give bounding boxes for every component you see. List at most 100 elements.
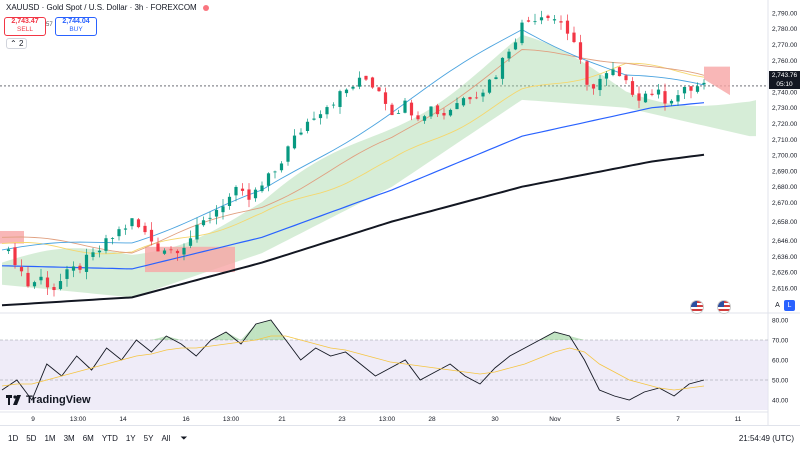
candle-body (299, 132, 303, 135)
candle-body (455, 103, 459, 110)
rsi-tick-label: 50.00 (772, 378, 789, 385)
indicators-toggle[interactable]: ⌃ 2 (6, 38, 28, 49)
log-scale-button[interactable]: L (784, 300, 795, 311)
candle-body (572, 32, 576, 43)
candle-body (383, 92, 388, 104)
candle-body (442, 112, 446, 116)
symbol-title[interactable]: XAUUSD · Gold Spot / U.S. Dollar · 3h · … (6, 3, 197, 12)
candle-body (45, 277, 50, 288)
candle-body (500, 57, 505, 79)
candle-body (318, 114, 323, 119)
candle-body (390, 104, 394, 116)
range-6m[interactable]: 6M (82, 433, 94, 443)
range-ytd[interactable]: YTD (101, 433, 118, 443)
candle-body (487, 79, 492, 93)
buy-button[interactable]: 2,744.04 BUY (55, 17, 97, 36)
candle-body (578, 42, 583, 60)
time-tick-label: 5 (616, 416, 620, 423)
price-tick-label: 2,636.00 (772, 254, 798, 261)
candle-body (123, 228, 128, 230)
candle-body (286, 146, 290, 162)
range-3m[interactable]: 3M (63, 433, 75, 443)
candle-body (494, 77, 498, 80)
time-tick-label: 16 (182, 416, 190, 423)
rsi-tick-label: 80.00 (772, 318, 789, 325)
ichimoku-cloud (2, 34, 756, 298)
sell-price: 2,743.47 (11, 18, 39, 25)
range-5d[interactable]: 5D (26, 433, 37, 443)
candle-body (104, 238, 108, 251)
candle-body (71, 266, 76, 271)
moving-average-line (1, 49, 705, 254)
range-all[interactable]: All (161, 433, 171, 443)
candle-body (78, 265, 82, 270)
time-tick-label: 13:00 (223, 416, 240, 423)
candle-body (513, 42, 518, 50)
candle-body (435, 105, 440, 115)
moving-average-line (1, 102, 705, 270)
price-tick-label: 2,760.00 (772, 58, 798, 65)
moving-average-line (1, 29, 705, 251)
time-tick-label: 13:00 (379, 416, 396, 423)
candle-body (19, 267, 24, 272)
time-tick-label: 9 (31, 416, 35, 423)
spread-value: 57 (46, 22, 53, 28)
candle-body (26, 272, 30, 287)
candle-body (546, 15, 550, 19)
candle-body (305, 121, 310, 132)
candle-body (396, 113, 401, 114)
candle-body (585, 61, 589, 85)
candle-body (559, 21, 563, 23)
rsi-tick-label: 70.00 (772, 338, 789, 345)
candle-body (669, 100, 674, 104)
candle-body (637, 93, 641, 101)
candle-body (630, 81, 635, 95)
price-tick-label: 2,790.00 (772, 10, 798, 17)
price-tick-label: 2,770.00 (772, 42, 798, 49)
range-1d[interactable]: 1D (8, 433, 19, 443)
rsi-overbought-fill (151, 336, 167, 340)
range-1m[interactable]: 1M (44, 433, 56, 443)
price-tick-label: 2,658.00 (772, 219, 798, 226)
candle-body (208, 217, 212, 219)
rsi-tick-label: 40.00 (772, 398, 789, 405)
candle-body (52, 287, 56, 291)
date-range-icon[interactable]: ⏷ (180, 432, 188, 443)
auto-scale-button[interactable]: A (775, 302, 780, 309)
bar-countdown: 05:10 (776, 81, 793, 88)
range-1y[interactable]: 1Y (125, 433, 136, 443)
us-flag-event-icon[interactable] (690, 300, 704, 314)
candle-body (136, 219, 141, 228)
rsi-line (1, 319, 705, 401)
rsi-tick-label: 60.00 (772, 358, 789, 365)
candle-body (663, 91, 667, 104)
candle-body (247, 189, 251, 200)
time-tick-label: 21 (278, 416, 286, 423)
candle-body (169, 249, 173, 251)
price-tick-label: 2,690.00 (772, 168, 798, 175)
sell-button[interactable]: 2,743.47 SELL (4, 17, 46, 36)
time-tick-label: 13:00 (70, 416, 87, 423)
rsi-overbought-fill (240, 324, 256, 340)
candle-body (474, 97, 479, 99)
price-tick-label: 2,740.00 (772, 89, 798, 96)
price-tick-label: 2,680.00 (772, 184, 798, 191)
candle-body (481, 92, 485, 97)
buy-label: BUY (69, 26, 83, 33)
time-tick-label: 14 (119, 416, 127, 423)
price-tick-label: 2,780.00 (772, 26, 798, 33)
time-tick-label: 30 (491, 416, 499, 423)
candle-body (689, 86, 693, 91)
candle-body (279, 163, 284, 171)
candle-body (240, 188, 245, 191)
range-5y[interactable]: 5Y (143, 433, 154, 443)
us-flag-event-icon[interactable] (717, 300, 731, 314)
candle-body (565, 20, 570, 34)
candle-body (448, 109, 453, 116)
utc-clock[interactable]: 21:54:49 (UTC) (738, 434, 794, 443)
candle-body (416, 115, 420, 120)
candle-body (39, 276, 43, 281)
candle-body (221, 206, 225, 213)
rsi-band (0, 340, 768, 410)
